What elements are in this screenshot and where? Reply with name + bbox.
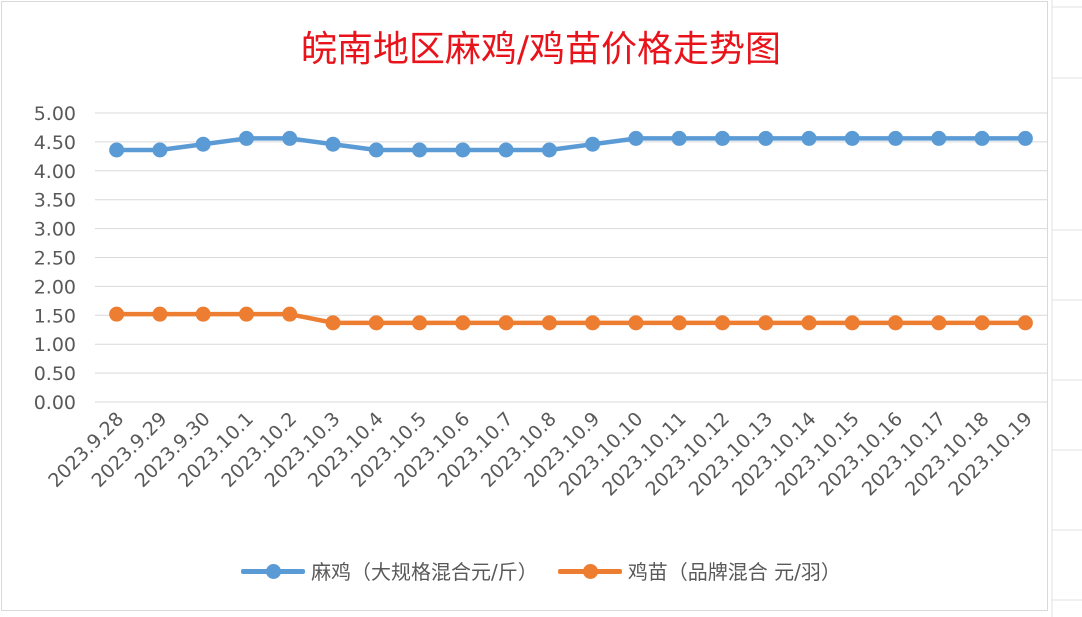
data-point-series-2[interactable] bbox=[282, 306, 298, 322]
data-point-series-1[interactable] bbox=[368, 142, 384, 158]
data-point-series-2[interactable] bbox=[1017, 315, 1033, 331]
data-point-series-1[interactable] bbox=[628, 130, 644, 146]
data-point-series-2[interactable] bbox=[931, 315, 947, 331]
legend-label-series-1: 麻鸡（大规格混合元/斤） bbox=[311, 560, 538, 584]
y-tick-label: 5.00 bbox=[34, 103, 76, 125]
data-point-series-1[interactable] bbox=[931, 130, 947, 146]
data-point-series-2[interactable] bbox=[974, 315, 990, 331]
data-point-series-1[interactable] bbox=[498, 142, 514, 158]
y-tick-label: 3.00 bbox=[34, 219, 76, 241]
legend: 麻鸡（大规格混合元/斤） 鸡苗（品牌混合 元/羽） bbox=[0, 556, 1082, 585]
data-point-series-2[interactable] bbox=[325, 315, 341, 331]
x-axis-ticks: 2023.9.282023.9.292023.9.302023.10.12023… bbox=[44, 408, 1037, 500]
y-tick-label: 2.00 bbox=[34, 276, 76, 298]
data-point-series-1[interactable] bbox=[1017, 130, 1033, 146]
data-point-series-1[interactable] bbox=[801, 130, 817, 146]
data-point-series-1[interactable] bbox=[541, 142, 557, 158]
gridlines bbox=[95, 112, 1047, 403]
data-point-series-1[interactable] bbox=[412, 142, 428, 158]
data-point-series-1[interactable] bbox=[758, 130, 774, 146]
data-point-series-2[interactable] bbox=[238, 306, 254, 322]
legend-marker-series-2 bbox=[557, 561, 622, 581]
legend-marker-series-1 bbox=[241, 561, 306, 581]
data-point-series-1[interactable] bbox=[152, 142, 168, 158]
series-lines bbox=[109, 130, 1033, 331]
data-point-series-1[interactable] bbox=[888, 130, 904, 146]
legend-item-series-1[interactable]: 麻鸡（大规格混合元/斤） bbox=[241, 556, 538, 585]
data-point-series-2[interactable] bbox=[541, 315, 557, 331]
legend-label-series-2: 鸡苗（品牌混合 元/羽） bbox=[627, 560, 841, 584]
data-point-series-2[interactable] bbox=[671, 315, 687, 331]
data-point-series-2[interactable] bbox=[152, 306, 168, 322]
data-point-series-1[interactable] bbox=[455, 142, 471, 158]
data-point-series-1[interactable] bbox=[844, 130, 860, 146]
y-tick-label: 0.00 bbox=[34, 392, 76, 414]
y-tick-label: 0.50 bbox=[34, 363, 76, 385]
data-point-series-2[interactable] bbox=[195, 306, 211, 322]
y-tick-label: 2.50 bbox=[34, 248, 76, 270]
data-point-series-1[interactable] bbox=[195, 136, 211, 152]
data-point-series-2[interactable] bbox=[109, 306, 125, 322]
y-tick-label: 3.50 bbox=[34, 190, 76, 212]
data-point-series-2[interactable] bbox=[888, 315, 904, 331]
series-line-2[interactable] bbox=[114, 311, 1028, 326]
data-point-series-1[interactable] bbox=[325, 136, 341, 152]
data-point-series-2[interactable] bbox=[628, 315, 644, 331]
y-tick-label: 1.00 bbox=[34, 334, 76, 356]
data-point-series-1[interactable] bbox=[974, 130, 990, 146]
data-point-series-2[interactable] bbox=[758, 315, 774, 331]
series-line-1[interactable] bbox=[114, 136, 1028, 153]
data-point-series-2[interactable] bbox=[368, 315, 384, 331]
chart-title: 皖南地区麻鸡/鸡苗价格走势图 bbox=[300, 29, 782, 70]
y-axis-ticks: 0.00 0.50 1.00 1.50 2.00 2.50 3.00 3.50 4.00 4.50… bbox=[34, 103, 76, 414]
y-tick-label: 4.50 bbox=[34, 132, 76, 154]
data-point-series-2[interactable] bbox=[844, 315, 860, 331]
data-point-series-1[interactable] bbox=[238, 130, 254, 146]
data-point-series-1[interactable] bbox=[585, 136, 601, 152]
data-point-series-2[interactable] bbox=[412, 315, 428, 331]
data-point-series-1[interactable] bbox=[714, 130, 730, 146]
data-point-series-2[interactable] bbox=[801, 315, 817, 331]
data-point-series-2[interactable] bbox=[498, 315, 514, 331]
y-tick-label: 1.50 bbox=[34, 305, 76, 327]
data-point-series-1[interactable] bbox=[282, 130, 298, 146]
data-point-series-2[interactable] bbox=[585, 315, 601, 331]
chart-area[interactable] bbox=[1, 1, 1048, 611]
legend-item-series-2[interactable]: 鸡苗（品牌混合 元/羽） bbox=[557, 556, 841, 585]
data-point-series-2[interactable] bbox=[714, 315, 730, 331]
data-point-series-1[interactable] bbox=[109, 142, 125, 158]
data-point-series-1[interactable] bbox=[671, 130, 687, 146]
y-tick-label: 4.00 bbox=[34, 161, 76, 183]
data-point-series-2[interactable] bbox=[455, 315, 471, 331]
